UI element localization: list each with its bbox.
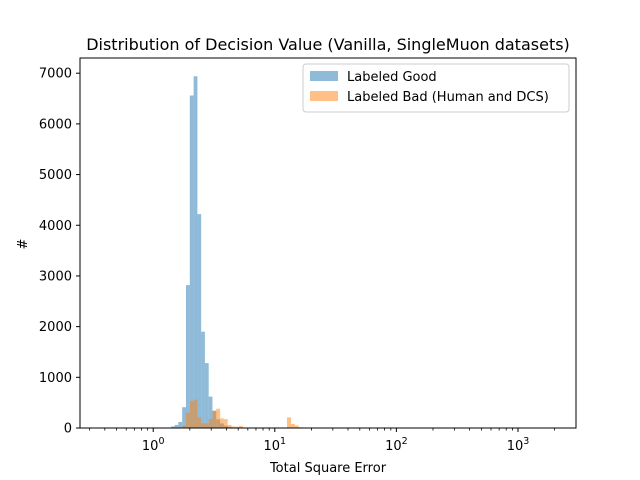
axes-group: 0 1000 2000 3000 4000 5000 6000 7000 100 101 102 10… (39, 57, 577, 454)
histogram-bar-series-1 (189, 95, 194, 428)
histogram-bar-series-1 (178, 421, 183, 428)
histogram-bar-series-2 (223, 419, 228, 428)
x-tick-label: 103 (507, 436, 530, 454)
y-tick-label: 3000 (39, 269, 72, 284)
x-axis-label: Total Square Error (269, 461, 387, 476)
histogram-bar-series-2 (182, 425, 186, 428)
x-tick-label: 102 (385, 436, 408, 454)
histogram-bar-series-1 (204, 363, 209, 428)
histogram-bar-series-2 (235, 426, 240, 428)
histogram-bar-series-1 (201, 331, 205, 428)
y-tick-label: 4000 (39, 219, 72, 234)
legend-swatch (310, 71, 338, 81)
histogram-bar-series-2 (197, 417, 202, 428)
histogram-bar-series-2 (204, 423, 209, 428)
y-axis-label: # (16, 239, 31, 250)
histogram-bar-series-2 (212, 410, 217, 428)
y-tick-label: 7000 (39, 67, 72, 82)
histogram-bar-series-2 (291, 423, 295, 428)
histogram-bar-series-2 (208, 418, 213, 428)
legend-label: Labeled Bad (Human and DCS) (347, 90, 549, 105)
histogram-bar-series-2 (239, 425, 243, 428)
histogram-bar-series-2 (185, 412, 190, 428)
legend-label: Labeled Good (347, 70, 437, 85)
legend: Labeled Good Labeled Bad (Human and DCS) (302, 63, 570, 113)
histogram-bar-series-2 (220, 418, 224, 428)
histogram-bar-series-1 (208, 396, 213, 428)
histogram-bar-series-1 (197, 214, 202, 428)
x-tick-label: 101 (264, 436, 287, 454)
bars-group (170, 76, 303, 428)
histogram-bar-series-2 (231, 426, 236, 428)
y-tick-label: 2000 (39, 320, 72, 335)
histogram-bar-series-2 (193, 399, 198, 428)
histogram-bar-series-2 (227, 424, 232, 428)
plot-frame (79, 57, 577, 429)
legend-frame (302, 63, 570, 113)
chart-title: Distribution of Decision Value (Vanilla,… (86, 35, 570, 54)
y-tick-label: 1000 (39, 371, 72, 386)
histogram-bar-series-2 (294, 425, 299, 428)
histogram-bar-series-2 (287, 417, 292, 428)
histogram-bar-series-2 (201, 423, 205, 428)
y-tick-label: 6000 (39, 117, 72, 132)
histogram-bar-series-2 (216, 408, 221, 428)
histogram-bar-series-1 (174, 424, 179, 428)
y-tick-label: 0 (64, 422, 72, 437)
histogram-bar-series-1 (170, 426, 175, 428)
y-tick-label: 5000 (39, 168, 72, 183)
x-tick-label: 100 (142, 436, 165, 454)
histogram-bar-series-1 (182, 407, 186, 428)
histogram-bar-series-2 (189, 401, 194, 428)
legend-swatch (310, 91, 338, 101)
histogram-bar-series-1 (193, 76, 198, 428)
histogram-bar-series-1 (185, 285, 190, 428)
